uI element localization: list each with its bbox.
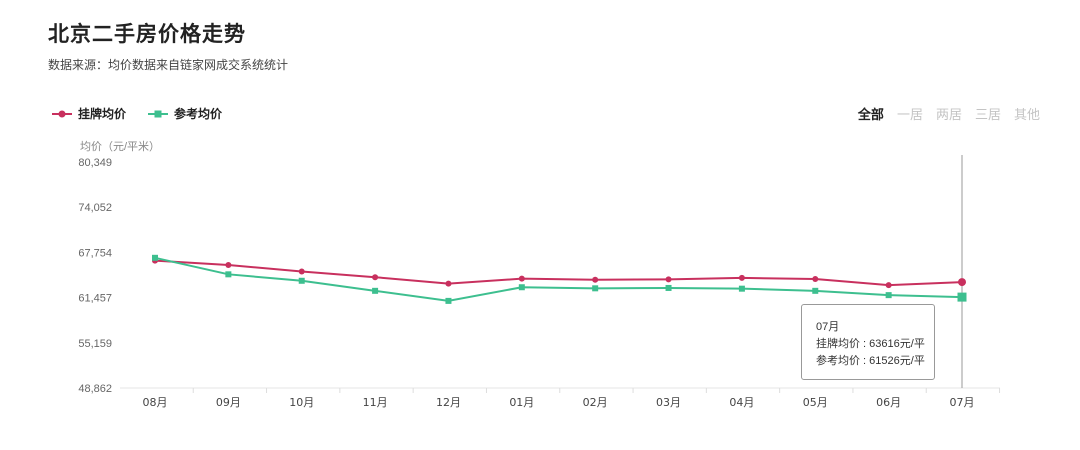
data-point [152, 254, 158, 261]
filter-one-room[interactable]: 一居 [896, 107, 923, 122]
x-tick-label: 06月 [876, 396, 901, 409]
data-point [665, 284, 672, 291]
data-point [738, 285, 745, 292]
data-point [812, 287, 819, 294]
y-tick-label: 80,349 [78, 157, 112, 169]
data-point [592, 276, 599, 283]
x-tick-label: 05月 [803, 396, 828, 409]
filter-three-room[interactable]: 三居 [974, 107, 1001, 122]
data-point [225, 261, 232, 268]
tooltip-reference-price: 参考均价 : 61526元/平 [816, 355, 925, 367]
data-point [372, 287, 379, 294]
data-point [665, 276, 672, 283]
chart-legend: 挂牌均价 参考均价 [52, 105, 222, 122]
data-source-note: 数据来源：均价数据来自链家网成交系统统计 [48, 58, 289, 72]
filter-other[interactable]: 其他 [1013, 107, 1040, 122]
x-tick-label: 04月 [729, 396, 754, 409]
y-axis-label: 均价（元/平米） [80, 141, 161, 153]
page-title: 北京二手房价格走势 [48, 22, 246, 46]
data-point [518, 284, 525, 291]
circle-marker-icon [52, 110, 72, 117]
data-point [885, 292, 892, 299]
x-tick-label: 12月 [436, 396, 461, 409]
x-tick-label: 11月 [363, 396, 388, 409]
tooltip-month: 07月 [816, 321, 840, 333]
x-tick-label: 07月 [950, 396, 975, 409]
x-tick-label: 08月 [143, 396, 168, 409]
legend-item-listing-price[interactable]: 挂牌均价 [52, 105, 126, 122]
data-point [298, 277, 305, 284]
data-point [518, 275, 525, 282]
x-tick-label: 01月 [509, 396, 534, 409]
data-point [958, 278, 966, 287]
data-point [225, 271, 232, 278]
legend-item-reference-price[interactable]: 参考均价 [148, 105, 222, 122]
x-tick-label: 09月 [216, 396, 241, 409]
y-tick-label: 67,754 [78, 247, 112, 259]
data-point [445, 280, 452, 287]
series-line-1 [154, 256, 963, 302]
x-tick-label: 10月 [289, 396, 314, 409]
data-point [445, 297, 452, 304]
data-point [592, 285, 599, 292]
data-point [812, 275, 819, 282]
series-line-0 [154, 259, 963, 287]
filter-all[interactable]: 全部 [857, 107, 884, 122]
data-point [738, 274, 745, 281]
data-point [885, 282, 892, 289]
data-point [957, 292, 967, 302]
y-tick-label: 48,862 [78, 383, 112, 395]
tooltip-listing-price: 挂牌均价 : 63616元/平 [816, 338, 925, 350]
y-tick-label: 55,159 [78, 338, 112, 350]
legend-label-reference-price: 参考均价 [174, 107, 223, 121]
legend-label-listing-price: 挂牌均价 [78, 107, 127, 121]
data-point [298, 268, 305, 275]
square-marker-icon [148, 110, 169, 117]
y-tick-label: 61,457 [78, 293, 112, 305]
filter-two-room[interactable]: 两居 [935, 107, 962, 122]
data-point [372, 274, 379, 281]
room-type-filter: 全部 一居 两居 三居 其他 [858, 104, 1040, 123]
data-tooltip: 07月 挂牌均价 : 63616元/平 参考均价 : 61526元/平 [801, 304, 935, 380]
y-tick-label: 74,052 [78, 202, 112, 214]
x-tick-label: 02月 [583, 396, 608, 409]
x-tick-label: 03月 [656, 396, 681, 409]
